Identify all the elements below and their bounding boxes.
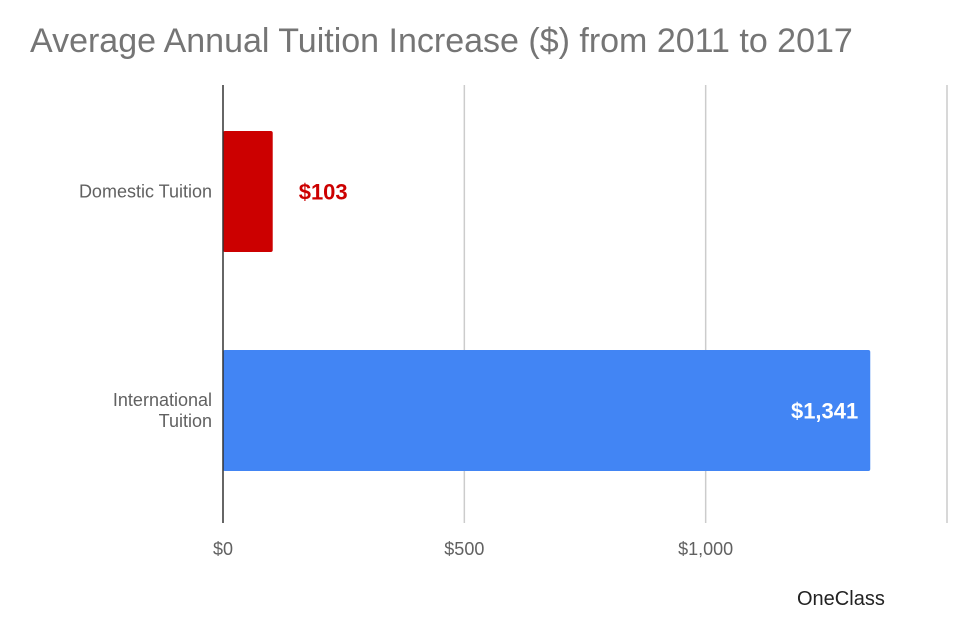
category-label: International (113, 390, 212, 410)
x-tick-label: $0 (213, 539, 233, 559)
chart-title: Average Annual Tuition Increase ($) from… (30, 22, 853, 60)
oneclass-logo: OneClass (797, 588, 885, 611)
bar (223, 131, 273, 252)
category-label: Domestic Tuition (79, 182, 212, 202)
x-tick-label: $1,000 (678, 539, 733, 559)
bar (223, 350, 871, 471)
data-label: $103 (299, 180, 348, 205)
category-label: Tuition (159, 411, 212, 431)
x-tick-label: $500 (444, 539, 484, 559)
data-label: $1,341 (791, 399, 858, 424)
logo-text: OneClass (797, 588, 885, 610)
